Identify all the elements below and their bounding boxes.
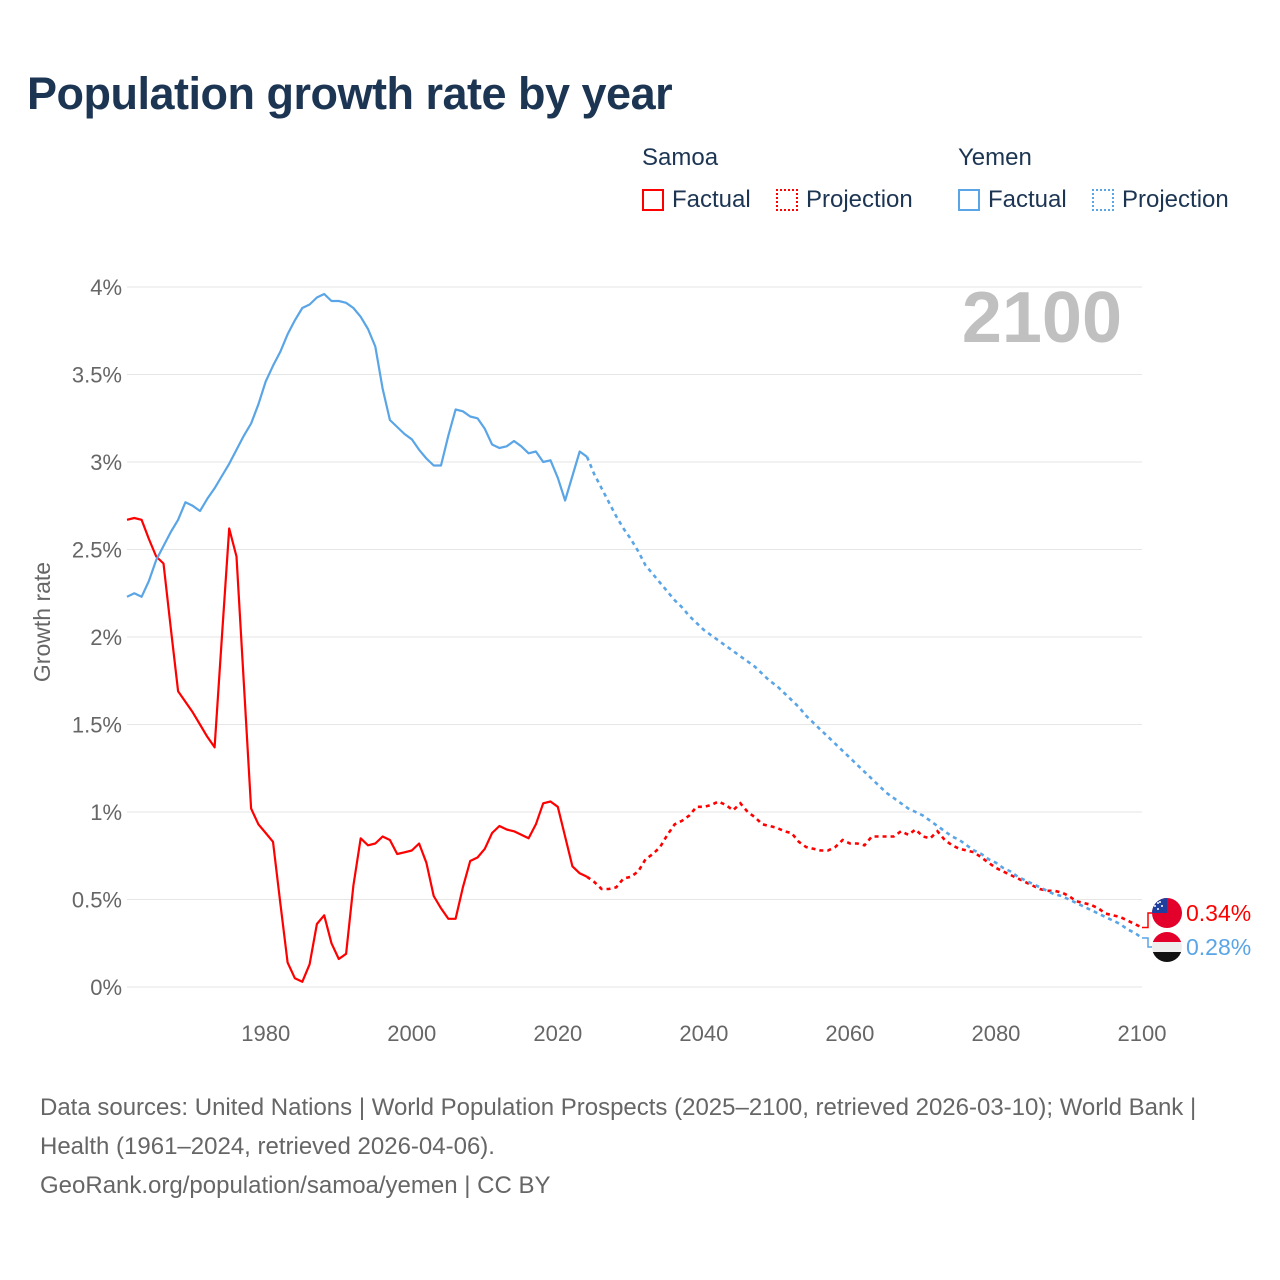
y-tick-label: 4% [90,275,122,300]
legend-label: Projection [1122,186,1229,213]
flag-stripe-red [1152,932,1182,942]
legend-label: Projection [806,186,913,213]
page-title: Population growth rate by year [27,68,673,119]
footer: Data sources: United Nations | World Pop… [40,1088,1240,1205]
y-tick-label: 3% [90,450,122,475]
y-axis-label: Growth rate [29,562,55,682]
x-tick-label: 2040 [679,1021,728,1046]
legend-yemen-projection[interactable]: Projection [1092,186,1229,214]
y-tick-label: 0% [90,975,122,1000]
star-icon [1154,905,1156,907]
line-samoa-projection [586,800,1143,929]
legend-country-yemen: Yemen [958,144,1032,171]
x-tick-label: 2060 [825,1021,874,1046]
legend-samoa-projection[interactable]: Projection [776,186,913,214]
star-icon [1159,901,1161,903]
end-connector [1142,937,1152,948]
legend-samoa-factual[interactable]: Factual [642,186,751,214]
legend-country-samoa: Samoa [642,144,719,171]
y-tick-label: 1.5% [72,713,122,738]
x-tick-label: 1980 [241,1021,290,1046]
end-value-label: 0.34% [1186,900,1251,926]
x-tick-label: 2020 [533,1021,582,1046]
legend-yemen-factual[interactable]: Factual [958,186,1067,214]
year-overlay: 2100 [962,278,1122,358]
line-samoa-factual [126,516,588,983]
y-tick-label: 3.5% [72,363,122,388]
line-yemen-projection [585,456,1143,940]
star-icon [1157,908,1159,910]
star-icon [1157,902,1159,904]
yemen-flag-icon [1152,932,1182,962]
x-tick-label: 2080 [971,1021,1020,1046]
legend-label: Factual [988,186,1067,213]
y-tick-label: 0.5% [72,888,122,913]
y-tick-label: 2% [90,625,122,650]
samoa-flag-icon [1152,898,1182,928]
legend-label: Factual [672,186,751,213]
end-connector [1142,912,1152,929]
flag-stripe-white [1152,942,1182,952]
dotted-swatch-icon [1092,189,1114,211]
star-icon [1161,905,1163,907]
line-yemen-factual [126,292,588,598]
x-tick-label: 2100 [1118,1021,1167,1046]
credit-link[interactable]: GeoRank.org/population/samoa/yemen | CC … [40,1172,551,1199]
y-tick-label: 1% [90,800,122,825]
solid-swatch-icon [958,189,980,211]
dotted-swatch-icon [776,189,798,211]
solid-swatch-icon [642,189,664,211]
x-tick-label: 2000 [387,1021,436,1046]
data-sources: Data sources: United Nations | World Pop… [40,1094,1197,1160]
end-value-label: 0.28% [1186,934,1251,960]
y-tick-label: 2.5% [72,538,122,563]
flag-stripe-black [1152,952,1182,962]
